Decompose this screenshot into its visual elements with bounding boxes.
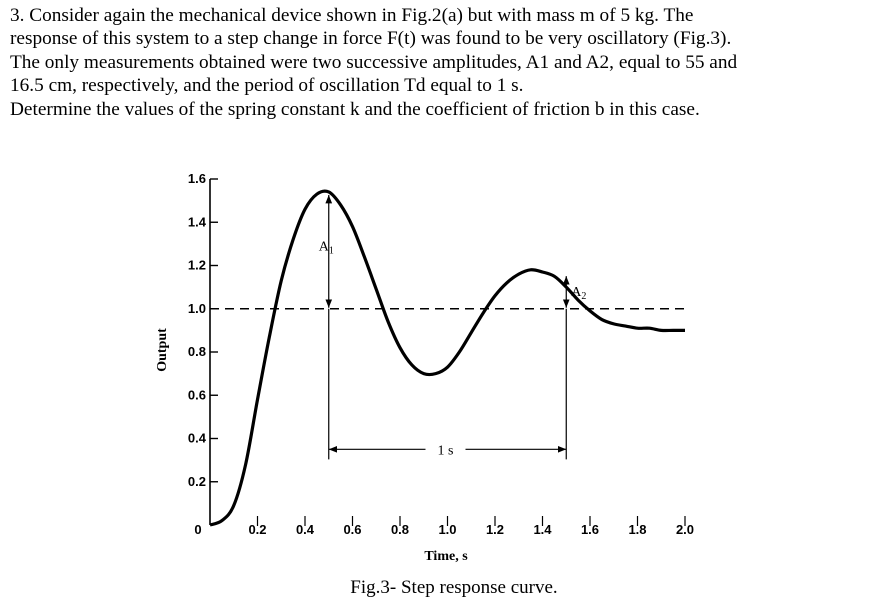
step-response-chart: 0.2 0.4 0.6 0.8 1.0 1.2 1.4 1.6 0 0.2 0.4 0.6 0.8 1.0… <box>155 171 694 598</box>
y-tick-label-0: 0.2 <box>188 474 206 489</box>
x-tick-label-0: 0 <box>194 522 201 537</box>
y-tick-label-1: 0.4 <box>188 431 207 446</box>
y-tick-label-5: 1.2 <box>188 258 206 273</box>
a1-label: A1 <box>319 239 334 256</box>
x-tick-label-1: 0.2 <box>248 522 266 537</box>
annotations-group: A1 A2 1 s <box>319 194 586 460</box>
y-tick-label-6: 1.4 <box>188 214 207 229</box>
y-tick-label-7: 1.6 <box>188 171 206 186</box>
problem-line-3: The only measurements obtained were two … <box>10 51 738 73</box>
x-tick-label-9: 1.8 <box>628 522 646 537</box>
x-tick-label-2: 0.4 <box>296 522 315 537</box>
response-curve-group <box>209 189 685 527</box>
problem-statement: 3. Consider again the mechanical device … <box>10 4 876 121</box>
problem-line-1: 3. Consider again the mechanical device … <box>10 5 694 26</box>
problem-line-4: 16.5 cm, respectively, and the period of… <box>10 75 524 97</box>
a1-label-sub: 1 <box>329 245 334 256</box>
x-tick-label-10: 2.0 <box>676 522 694 537</box>
chart-axes: 0.2 0.4 0.6 0.8 1.0 1.2 1.4 1.6 0 0.2 0.4 0.6 0.8 1.0… <box>188 171 694 537</box>
problem-line-2: response of this system to a step change… <box>10 28 732 50</box>
response-curve <box>209 189 685 527</box>
a2-label-sub: 2 <box>581 291 586 302</box>
y-tick-label-2: 0.6 <box>188 387 206 402</box>
y-tick-label-3: 0.8 <box>188 344 206 359</box>
y-tick-label-4: 1.0 <box>188 301 206 316</box>
y-axis-title: Output <box>155 328 170 372</box>
x-axis-title: Time, s <box>424 549 468 564</box>
period-label: 1 s <box>438 443 454 458</box>
x-tick-label-8: 1.6 <box>581 522 599 537</box>
a2-label: A2 <box>571 285 586 302</box>
figure-caption: Fig.3- Step response curve. <box>350 577 557 598</box>
x-tick-label-6: 1.2 <box>486 522 504 537</box>
step-response-figure: 0.2 0.4 0.6 0.8 1.0 1.2 1.4 1.6 0 0.2 0.4 0.6 0.8 1.0… <box>150 165 710 605</box>
x-tick-label-3: 0.6 <box>343 522 361 537</box>
problem-line-5: Determine the values of the spring const… <box>10 98 700 120</box>
x-tick-label-4: 0.8 <box>391 522 409 537</box>
x-tick-label-7: 1.4 <box>533 522 552 537</box>
x-tick-label-5: 1.0 <box>438 522 456 537</box>
